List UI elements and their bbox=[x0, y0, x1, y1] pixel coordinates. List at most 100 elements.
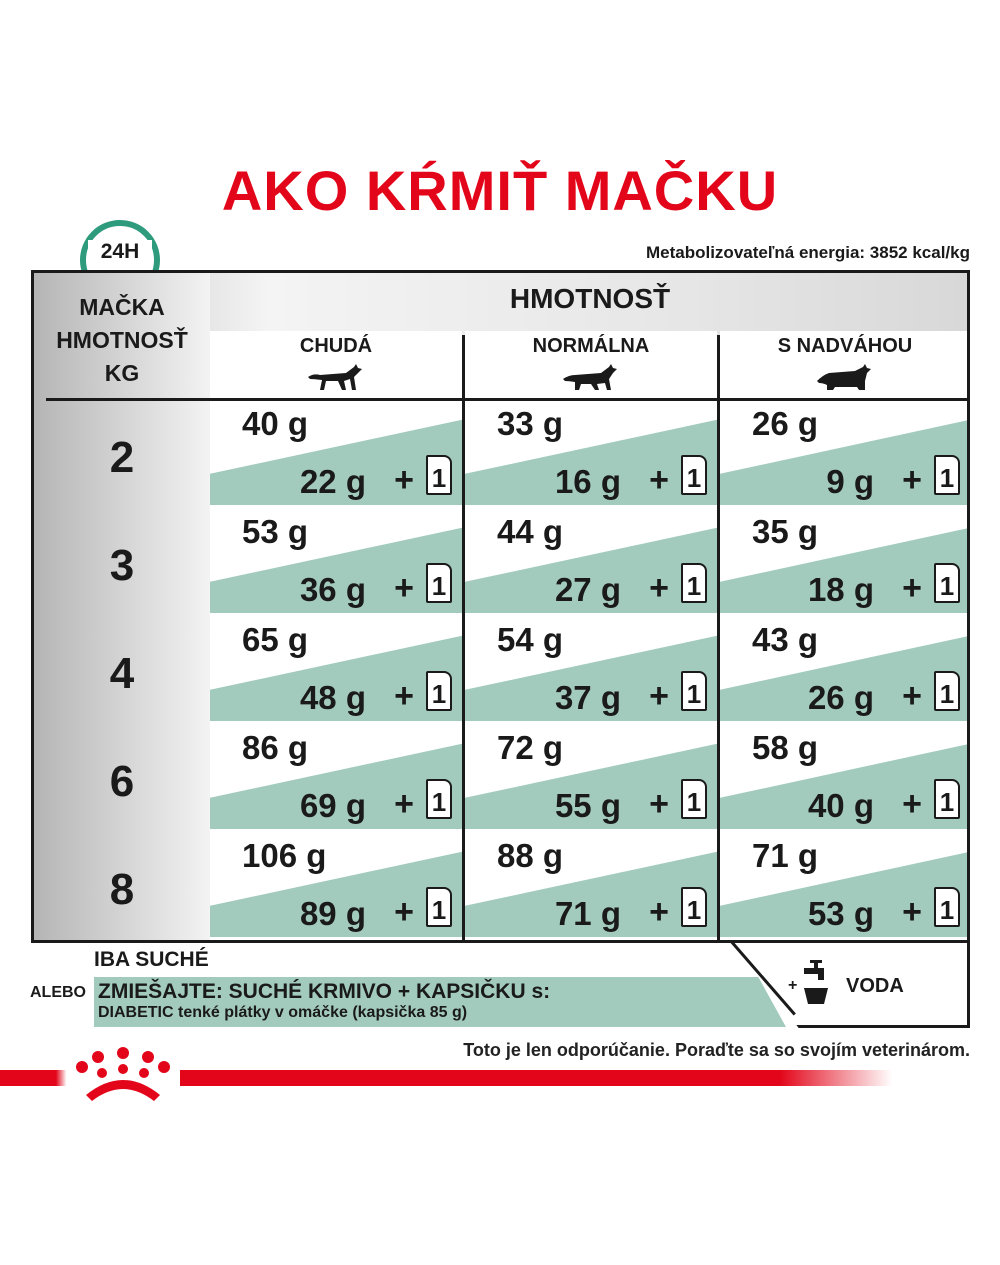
cat-weight-heading: MAČKA HMOTNOSŤ KG bbox=[42, 291, 202, 390]
pouch-icon: 1 bbox=[934, 563, 960, 603]
column-header-normal: NORMÁLNA bbox=[465, 331, 717, 399]
dry-only-portion: 58 g bbox=[752, 729, 819, 766]
dry-only-portion: 72 g bbox=[497, 729, 564, 766]
plus-sign: + bbox=[649, 677, 669, 715]
dry-only-label: IBA SUCHÉ bbox=[94, 948, 209, 971]
plus-sign: + bbox=[394, 893, 414, 931]
plus-sign: + bbox=[649, 569, 669, 607]
portion-cell: 72 g 55 g +1 bbox=[465, 725, 717, 833]
mixed-dry-portion: 27 g bbox=[554, 571, 621, 608]
portion-cell: 43 g 26 g +1 bbox=[720, 617, 967, 725]
normal-cat-icon bbox=[563, 364, 617, 390]
plus-sign: + bbox=[394, 677, 414, 715]
dry-only-portion: 33 g bbox=[497, 405, 564, 442]
dry-only-portion: 44 g bbox=[497, 513, 564, 550]
cat-weight-kg: 6 bbox=[109, 757, 135, 806]
mix-legend-bar bbox=[94, 977, 786, 1027]
portion-cell: 33 g 16 g +1 bbox=[465, 401, 717, 509]
water-plus: + bbox=[788, 977, 797, 994]
pouch-icon: 1 bbox=[681, 887, 707, 927]
pouch-icon: 1 bbox=[426, 779, 452, 819]
plus-sign: + bbox=[902, 677, 922, 715]
brand-stripe-right bbox=[180, 1070, 930, 1086]
cat-weight-kg: 2 bbox=[109, 433, 135, 482]
dry-only-portion: 65 g bbox=[242, 621, 309, 658]
portion-cell: 54 g 37 g +1 bbox=[465, 617, 717, 725]
weight-group-heading: HMOTNOSŤ bbox=[509, 283, 671, 314]
pouch-icon: 1 bbox=[681, 455, 707, 495]
mixed-dry-portion: 48 g bbox=[299, 679, 366, 716]
royal-canin-crown-logo bbox=[76, 1047, 170, 1101]
plus-sign: + bbox=[394, 785, 414, 823]
portion-cell: 71 g 53 g +1 bbox=[720, 833, 967, 940]
mixed-dry-portion: 16 g bbox=[554, 463, 621, 500]
column-divider bbox=[462, 335, 465, 940]
plus-sign: + bbox=[649, 893, 669, 931]
mixed-dry-portion: 9 g bbox=[826, 463, 874, 500]
cat-weight-line: KG bbox=[104, 360, 140, 386]
energy-info: Metabolizovateľná energia: 3852 kcal/kg bbox=[645, 243, 970, 262]
dry-only-portion: 106 g bbox=[242, 837, 327, 874]
cat-weight-kg: 3 bbox=[109, 541, 135, 590]
water-label: VODA bbox=[846, 975, 904, 997]
pouch-icon: 1 bbox=[681, 779, 707, 819]
mixed-dry-portion: 18 g bbox=[807, 571, 874, 608]
dry-only-portion: 71 g bbox=[752, 837, 819, 874]
plus-sign: + bbox=[902, 461, 922, 499]
overweight-cat-icon bbox=[817, 364, 871, 390]
cat-weight-kg: 8 bbox=[109, 865, 135, 914]
disclaimer: Toto je len odporúčanie. Poraďte sa so s… bbox=[463, 1040, 970, 1060]
weight-column-background bbox=[34, 273, 210, 940]
mixed-dry-portion: 55 g bbox=[554, 787, 621, 824]
pouch-icon: 1 bbox=[934, 671, 960, 711]
plus-sign: + bbox=[394, 569, 414, 607]
daily-badge: 24H bbox=[88, 240, 152, 264]
mixed-dry-portion: 53 g bbox=[807, 895, 874, 932]
mix-detail: DIABETIC tenké plátky v omáčke (kapsička… bbox=[98, 1004, 468, 1021]
pouch-icon: 1 bbox=[426, 455, 452, 495]
portion-cell: 88 g 71 g +1 bbox=[465, 833, 717, 940]
portion-cell: 58 g 40 g +1 bbox=[720, 725, 967, 833]
mixed-dry-portion: 71 g bbox=[554, 895, 621, 932]
column-header-overweight: S NADVÁHOU bbox=[720, 331, 967, 399]
page-title: AKO KŔMIŤ MAČKU bbox=[221, 159, 779, 222]
header-divider bbox=[46, 398, 967, 401]
portion-cell: 106 g 89 g +1 bbox=[210, 833, 462, 940]
water-tap-icon: + bbox=[788, 960, 828, 1004]
plus-sign: + bbox=[902, 893, 922, 931]
mixed-dry-portion: 69 g bbox=[299, 787, 366, 824]
portion-cell: 86 g 69 g +1 bbox=[210, 725, 462, 833]
pouch-icon: 1 bbox=[426, 671, 452, 711]
pouch-icon: 1 bbox=[934, 887, 960, 927]
mix-label: ZMIEŠAJTE: SUCHÉ KRMIVO + KAPSIČKU s: bbox=[98, 980, 551, 1003]
dry-only-portion: 86 g bbox=[242, 729, 309, 766]
dry-only-portion: 26 g bbox=[752, 405, 819, 442]
dry-only-portion: 43 g bbox=[752, 621, 819, 658]
portion-cell: 53 g 36 g +1 bbox=[210, 509, 462, 617]
pouch-icon: 1 bbox=[934, 455, 960, 495]
dry-only-portion: 54 g bbox=[497, 621, 564, 658]
pouch-icon: 1 bbox=[426, 563, 452, 603]
mixed-dry-portion: 22 g bbox=[299, 463, 366, 500]
pouch-icon: 1 bbox=[681, 671, 707, 711]
mixed-dry-portion: 26 g bbox=[807, 679, 874, 716]
brand-stripe-left bbox=[0, 1070, 70, 1086]
column-label: S NADVÁHOU bbox=[777, 335, 913, 357]
pouch-icon: 1 bbox=[681, 563, 707, 603]
cat-weight-line: MAČKA bbox=[79, 294, 165, 320]
cat-weight-kg: 4 bbox=[109, 649, 135, 698]
dry-only-portion: 88 g bbox=[497, 837, 564, 874]
mixed-dry-portion: 36 g bbox=[299, 571, 366, 608]
column-header-thin: CHUDÁ bbox=[210, 331, 462, 399]
pouch-icon: 1 bbox=[934, 779, 960, 819]
portion-cell: 40 g 22 g +1 bbox=[210, 401, 462, 509]
portion-cell: 65 g 48 g +1 bbox=[210, 617, 462, 725]
plus-sign: + bbox=[649, 461, 669, 499]
plus-sign: + bbox=[902, 569, 922, 607]
feeding-table: HMOTNOSŤ MAČKA HMOTNOSŤ KG CHUDÁ NORMÁLN… bbox=[31, 270, 970, 943]
portion-cell: 35 g 18 g +1 bbox=[720, 509, 967, 617]
plus-sign: + bbox=[394, 461, 414, 499]
column-label: CHUDÁ bbox=[299, 335, 373, 357]
water-box bbox=[732, 940, 970, 1028]
